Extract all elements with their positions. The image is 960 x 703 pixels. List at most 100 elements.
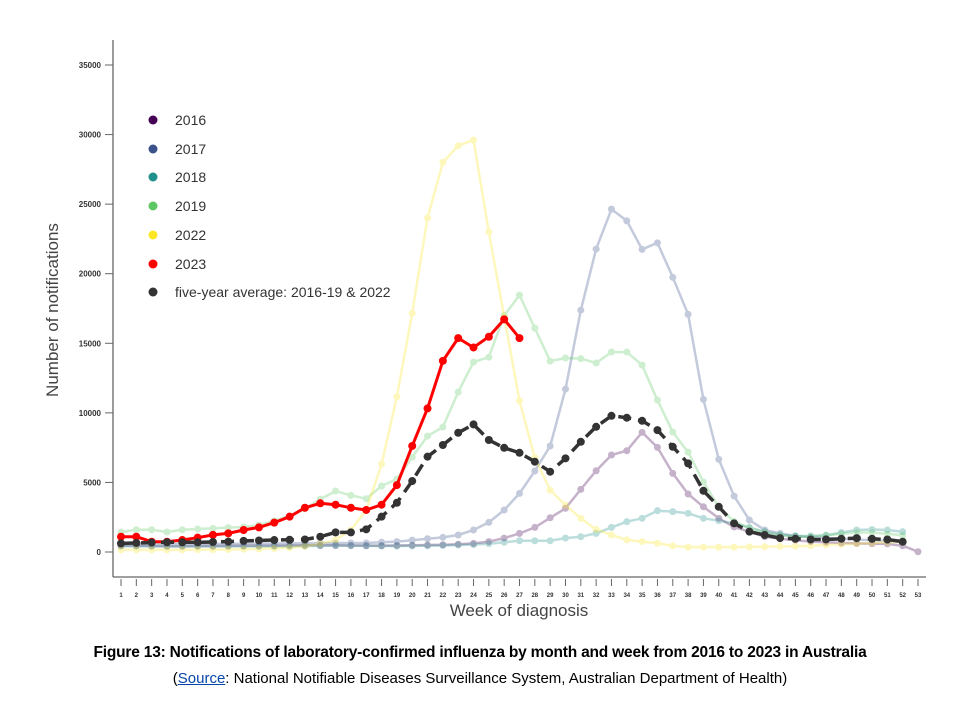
data-point: [898, 537, 907, 546]
x-tick-label: 37: [669, 593, 676, 599]
data-point: [516, 529, 523, 537]
data-point: [362, 505, 371, 514]
data-point: [699, 543, 707, 551]
data-point: [270, 536, 279, 545]
x-tick-label: 2: [135, 593, 139, 599]
data-point: [240, 545, 248, 553]
data-point: [577, 533, 585, 541]
caption-source-text: : National Notifiable Diseases Surveilla…: [225, 670, 788, 687]
data-point: [439, 533, 447, 541]
data-point: [286, 542, 294, 550]
data-point: [576, 437, 585, 446]
data-point: [883, 526, 891, 534]
data-point: [546, 537, 554, 545]
data-point: [592, 529, 600, 537]
source-link[interactable]: Source: [177, 670, 226, 687]
data-point: [684, 459, 693, 468]
x-tick-label: 8: [227, 593, 231, 599]
data-point: [224, 524, 232, 532]
data-point: [623, 447, 631, 455]
data-point: [730, 492, 738, 500]
data-point: [347, 541, 355, 549]
data-point: [362, 525, 371, 534]
data-point: [653, 539, 661, 547]
data-point: [362, 539, 370, 547]
data-point: [500, 443, 509, 452]
data-point: [577, 485, 585, 493]
data-point: [162, 538, 171, 547]
data-point: [883, 535, 892, 544]
x-tick-label: 9: [242, 593, 246, 599]
x-tick-label: 40: [715, 593, 722, 599]
data-point: [408, 477, 417, 486]
data-point: [300, 535, 309, 544]
data-point: [194, 525, 202, 533]
data-point: [301, 542, 309, 550]
x-tick-label: 28: [531, 593, 538, 599]
data-point: [592, 245, 600, 253]
data-point: [577, 306, 585, 314]
data-point: [899, 531, 907, 539]
x-tick-label: 7: [211, 593, 215, 599]
data-point: [546, 357, 554, 365]
x-tick-label: 21: [424, 593, 431, 599]
data-point: [561, 504, 569, 512]
caption-open-paren: (: [172, 670, 178, 687]
data-point: [485, 353, 493, 361]
data-point: [362, 542, 370, 550]
data-point: [607, 451, 615, 459]
legend-marker: [148, 230, 158, 240]
data-point: [240, 542, 248, 550]
data-point: [622, 413, 631, 422]
data-point: [822, 541, 830, 549]
data-point: [224, 529, 233, 538]
data-point: [791, 542, 799, 550]
data-point: [470, 541, 478, 549]
data-point: [607, 411, 616, 420]
data-point: [423, 452, 432, 461]
data-point: [561, 501, 569, 509]
data-point: [239, 536, 248, 545]
data-point: [346, 528, 355, 537]
series-five-year-average: [117, 411, 907, 548]
x-tick-label: 48: [838, 593, 845, 599]
data-point: [516, 489, 523, 497]
data-point: [791, 534, 800, 543]
data-point: [346, 503, 355, 512]
x-tick-label: 51: [884, 593, 891, 599]
data-point: [454, 540, 462, 548]
data-point: [699, 486, 708, 495]
x-tick-label: 33: [608, 593, 615, 599]
data-point: [515, 334, 524, 343]
data-point: [316, 499, 325, 508]
x-tick-label: 6: [196, 593, 200, 599]
y-tick-label: 10000: [79, 409, 102, 418]
data-point: [331, 500, 340, 509]
data-point: [470, 358, 478, 366]
data-point: [669, 508, 677, 516]
data-point: [332, 536, 340, 544]
data-point: [638, 361, 646, 369]
data-point: [684, 310, 692, 318]
x-tick-label: 27: [516, 593, 523, 599]
x-tick-label: 19: [394, 593, 401, 599]
data-point: [745, 543, 753, 551]
x-tick-label: 25: [486, 593, 493, 599]
data-point: [807, 542, 815, 550]
data-point: [684, 448, 692, 456]
data-point: [837, 529, 845, 537]
data-point: [577, 514, 585, 522]
data-point: [255, 545, 263, 553]
data-point: [424, 432, 432, 440]
data-point: [378, 482, 386, 490]
series-2017: [117, 205, 907, 548]
data-point: [899, 528, 907, 536]
x-axis-title: Week of diagnosis: [450, 601, 589, 620]
figure-caption-source: (Source: National Notifiable Diseases Su…: [0, 670, 960, 687]
data-point: [194, 546, 202, 554]
data-point: [638, 514, 646, 522]
data-point: [193, 538, 202, 547]
data-point: [285, 512, 294, 521]
data-point: [638, 245, 646, 253]
data-point: [454, 388, 462, 396]
